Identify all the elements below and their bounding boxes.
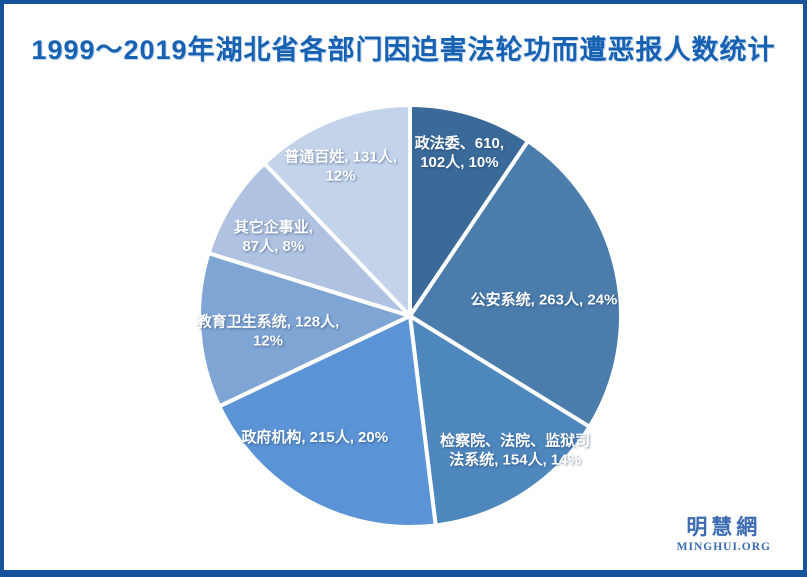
minghui-watermark: 明慧網 MINGHUI.ORG: [677, 516, 771, 554]
pie-slice: [197, 251, 412, 409]
pie-slice: [217, 314, 438, 529]
pie-chart: 政法委、610, 102人, 10% 公安系统, 263人, 24% 检察院、法院、监…: [196, 103, 623, 529]
slice-label: 检察院、法院、监狱司法系统, 154人, 14%: [440, 432, 590, 469]
minghui-logo-cjk: 明慧網: [686, 516, 762, 540]
pie-slice: [408, 314, 592, 528]
pie-slice: [262, 103, 412, 318]
slice-label: 公安系统, 263人, 24%: [471, 291, 618, 309]
slice-label: 政法委、610, 102人, 10%: [415, 134, 504, 171]
minghui-logo-latin: MINGHUI.ORG: [676, 541, 771, 554]
slice-label: 教育卫生系统, 128人, 12%: [196, 312, 340, 349]
pie-slice: [408, 139, 623, 429]
slice-label: 其它企事业, 87人, 8%: [234, 218, 313, 255]
pie-slice: [408, 103, 530, 318]
pie-slice: [206, 161, 412, 318]
page-title: 1999～2019年湖北省各部门因迫害法轮功而遭恶报人数统计: [31, 35, 776, 65]
slice-label: 政府机构, 215人, 20%: [241, 428, 388, 446]
slice-label: 普通百姓, 131人, 12%: [284, 148, 397, 185]
